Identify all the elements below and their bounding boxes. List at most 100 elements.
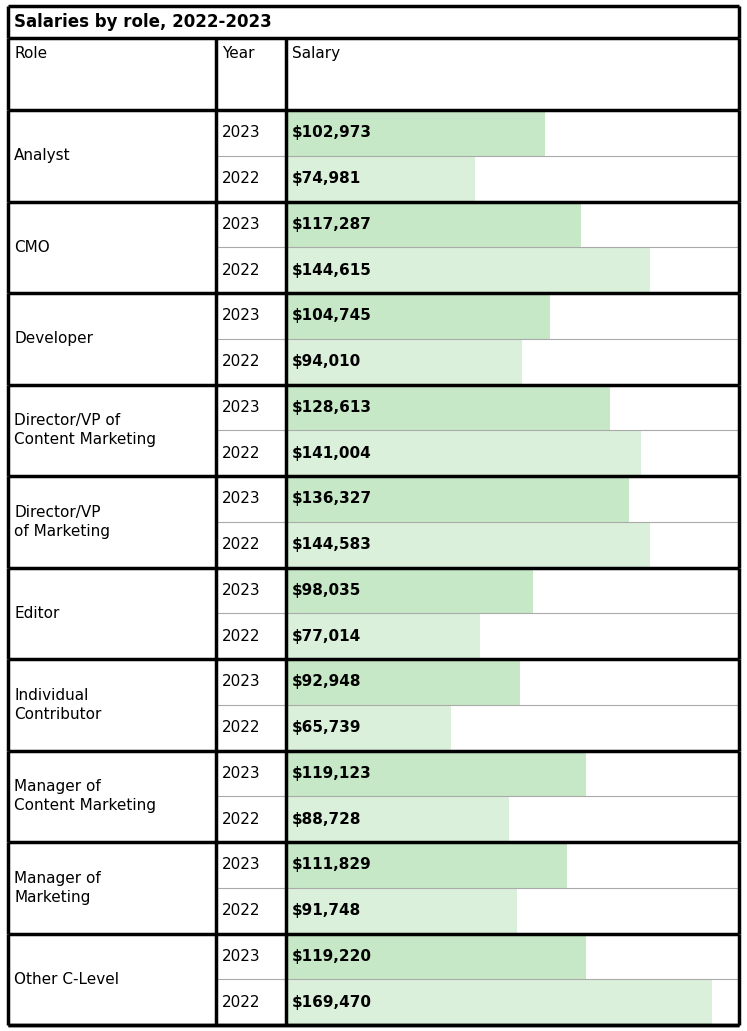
Text: 2023: 2023 [223, 217, 261, 232]
Text: Role: Role [14, 46, 47, 61]
Text: 2022: 2022 [223, 995, 261, 1009]
Bar [286, 705, 451, 751]
Text: $141,004: $141,004 [292, 445, 371, 461]
Text: $65,739: $65,739 [292, 720, 362, 735]
Bar [217, 110, 286, 156]
Bar [286, 339, 522, 385]
Text: Individual
Contributor: Individual Contributor [14, 688, 102, 722]
Bar [217, 156, 286, 201]
Text: 2022: 2022 [223, 537, 261, 553]
Text: 2023: 2023 [223, 858, 261, 872]
Bar [217, 476, 286, 522]
Text: $92,948: $92,948 [292, 674, 362, 690]
Text: 2022: 2022 [223, 445, 261, 461]
Text: $94,010: $94,010 [292, 354, 361, 369]
Bar [217, 339, 286, 385]
Text: 2023: 2023 [223, 583, 261, 598]
Text: $119,123: $119,123 [292, 766, 371, 780]
Bar [286, 613, 480, 659]
Bar [286, 888, 517, 933]
Bar [217, 796, 286, 842]
Bar [286, 933, 586, 979]
Text: $88,728: $88,728 [292, 811, 362, 827]
Text: $144,583: $144,583 [292, 537, 372, 553]
Bar [217, 888, 286, 933]
Bar [286, 430, 641, 476]
Text: Manager of
Content Marketing: Manager of Content Marketing [14, 779, 156, 813]
Bar [286, 751, 586, 796]
Text: Year: Year [223, 46, 255, 61]
Text: 2023: 2023 [223, 126, 261, 140]
Text: $102,973: $102,973 [292, 126, 372, 140]
Text: $128,613: $128,613 [292, 400, 372, 414]
Text: 2022: 2022 [223, 354, 261, 369]
Bar [8, 38, 739, 110]
Text: $117,287: $117,287 [292, 217, 372, 232]
Text: Editor: Editor [14, 606, 59, 621]
Text: $91,748: $91,748 [292, 903, 361, 919]
Bar [8, 476, 217, 567]
Bar [8, 842, 217, 933]
Bar [286, 659, 520, 705]
Bar [286, 293, 550, 339]
Bar [217, 979, 286, 1025]
Text: 2022: 2022 [223, 171, 261, 187]
Text: 2022: 2022 [223, 903, 261, 919]
Text: 2022: 2022 [223, 629, 261, 643]
Text: CMO: CMO [14, 240, 50, 255]
Bar [286, 476, 629, 522]
Text: Director/VP of
Content Marketing: Director/VP of Content Marketing [14, 413, 156, 447]
Text: $77,014: $77,014 [292, 629, 361, 643]
Bar [217, 567, 286, 613]
Text: 2022: 2022 [223, 720, 261, 735]
Text: Salary: Salary [292, 46, 340, 61]
Bar [8, 385, 217, 476]
Text: 2023: 2023 [223, 766, 261, 780]
Text: $119,220: $119,220 [292, 949, 372, 964]
Bar [286, 842, 568, 888]
Bar [286, 156, 474, 201]
Bar [217, 247, 286, 293]
Text: $74,981: $74,981 [292, 171, 361, 187]
Bar [286, 796, 509, 842]
Bar [8, 6, 739, 38]
Bar [286, 201, 581, 247]
Bar [217, 751, 286, 796]
Text: 2023: 2023 [223, 492, 261, 506]
Text: Developer: Developer [14, 331, 93, 346]
Bar [217, 659, 286, 705]
Bar [286, 567, 533, 613]
Text: 2022: 2022 [223, 811, 261, 827]
Bar [217, 613, 286, 659]
Bar [8, 659, 217, 751]
Text: Salaries by role, 2022-2023: Salaries by role, 2022-2023 [14, 13, 272, 31]
Bar [8, 201, 217, 293]
Bar [286, 522, 650, 567]
Text: $111,829: $111,829 [292, 858, 371, 872]
Bar [286, 247, 650, 293]
Text: $98,035: $98,035 [292, 583, 361, 598]
Bar [8, 293, 217, 385]
Bar [217, 385, 286, 430]
Bar [286, 979, 713, 1025]
Bar [217, 522, 286, 567]
Text: $104,745: $104,745 [292, 308, 372, 324]
Bar [217, 201, 286, 247]
Bar [8, 110, 217, 201]
Text: 2023: 2023 [223, 308, 261, 324]
Text: 2022: 2022 [223, 263, 261, 277]
Text: Manager of
Marketing: Manager of Marketing [14, 871, 101, 904]
Bar [8, 933, 217, 1025]
Bar [8, 751, 217, 842]
Text: 2023: 2023 [223, 949, 261, 964]
Text: Analyst: Analyst [14, 148, 71, 163]
Bar [217, 842, 286, 888]
Bar [286, 385, 610, 430]
Bar [217, 430, 286, 476]
Text: Other C-Level: Other C-Level [14, 972, 119, 987]
Text: Director/VP
of Marketing: Director/VP of Marketing [14, 505, 110, 538]
Text: $169,470: $169,470 [292, 995, 372, 1009]
Text: $136,327: $136,327 [292, 492, 372, 506]
Text: $144,615: $144,615 [292, 263, 372, 277]
Bar [217, 933, 286, 979]
